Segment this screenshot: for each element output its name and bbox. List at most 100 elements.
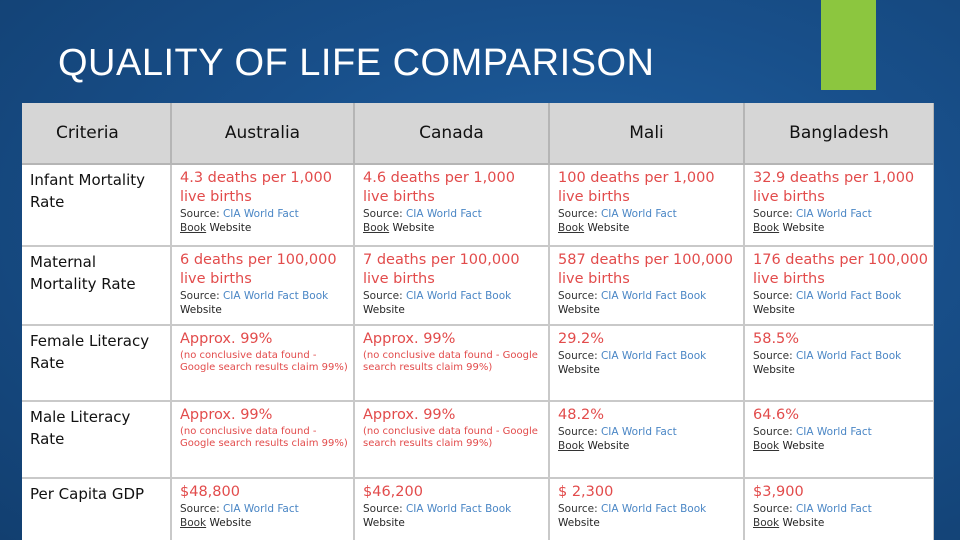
source-suffix: Website (209, 222, 252, 234)
value-cell-australia: 6 deaths per 100,000 live births Source: … (171, 246, 355, 326)
source-link-book[interactable]: Book (753, 222, 780, 234)
value-cell-canada: 4.6 deaths per 1,000 live births Source: … (354, 164, 550, 247)
value-text: Approx. 99% (180, 407, 273, 423)
source-suffix: Website (558, 304, 600, 316)
source-suffix: Website (587, 440, 630, 452)
source-citation: Source: CIA World Fact Book Website (558, 349, 739, 377)
source-link[interactable]: CIA World Fact (600, 426, 677, 438)
value-text: 176 deaths per 100,000 live births (753, 252, 928, 287)
source-citation: Source: CIA World Fact Book Website (753, 207, 929, 235)
source-label: Source: (753, 208, 793, 220)
table-row: Per Capita GDP $48,800 Source: CIA World F… (22, 478, 934, 540)
source-label: Source: (180, 503, 220, 515)
value-cell-canada: $46,200 Source: CIA World Fact Book Websit… (354, 478, 550, 540)
source-link[interactable]: CIA World Fact (405, 208, 482, 220)
value-cell-australia: $48,800 Source: CIA World Fact Book Websit… (171, 478, 355, 540)
value-text: 48.2% (558, 407, 605, 423)
source-suffix: Website (587, 222, 630, 234)
source-link[interactable]: CIA World Fact Book (405, 290, 512, 302)
note-text: (no conclusive data found - Google searc… (180, 426, 348, 449)
value-cell-australia: 4.3 deaths per 1,000 live births Source: … (171, 164, 355, 247)
source-link[interactable]: CIA World Fact Book (795, 290, 902, 302)
table-row: Male Literacy Rate Approx. 99% (no conclus… (22, 401, 934, 479)
source-suffix: Website (782, 440, 825, 452)
source-label: Source: (558, 290, 598, 302)
source-link-book[interactable]: Book (753, 517, 780, 529)
note-text: (no conclusive data found - Google searc… (363, 426, 538, 449)
source-link-book[interactable]: Book (363, 222, 390, 234)
header-row: Criteria Australia Canada Mali Banglades… (22, 103, 934, 165)
source-link[interactable]: CIA World Fact Book (795, 350, 902, 362)
criteria-cell: Infant Mortality Rate (22, 164, 172, 247)
source-link[interactable]: CIA World Fact (600, 208, 677, 220)
source-label: Source: (558, 350, 598, 362)
source-link[interactable]: CIA World Fact (795, 503, 872, 515)
source-link-book[interactable]: Book (558, 222, 585, 234)
source-link-book[interactable]: Book (558, 440, 585, 452)
source-link[interactable]: CIA World Fact Book (600, 290, 707, 302)
value-text: 7 deaths per 100,000 live births (363, 252, 520, 287)
value-cell-bangladesh: $3,900 Source: CIA World Fact Book Website (744, 478, 934, 540)
source-link-book[interactable]: Book (753, 440, 780, 452)
source-citation: Source: CIA World Fact Book Website (753, 425, 929, 453)
value-text: Approx. 99% (180, 331, 273, 347)
source-label: Source: (558, 503, 598, 515)
source-link[interactable]: CIA World Fact (795, 208, 872, 220)
value-cell-mali: 587 deaths per 100,000 live births Source… (549, 246, 745, 326)
source-citation: Source: CIA World Fact Book Website (753, 289, 929, 317)
value-text: 587 deaths per 100,000 live births (558, 252, 733, 287)
criteria-cell: Male Literacy Rate (22, 401, 172, 479)
value-cell-canada: Approx. 99% (no conclusive data found - G… (354, 325, 550, 402)
value-text: Approx. 99% (363, 331, 456, 347)
value-cell-canada: 7 deaths per 100,000 live births Source: … (354, 246, 550, 326)
value-text: $46,200 (363, 484, 423, 500)
source-link[interactable]: CIA World Fact Book (600, 350, 707, 362)
source-label: Source: (753, 426, 793, 438)
source-citation: Source: CIA World Fact Book Website (363, 207, 544, 235)
value-text: $48,800 (180, 484, 240, 500)
source-link[interactable]: CIA World Fact Book (405, 503, 512, 515)
source-link[interactable]: CIA World Fact (795, 426, 872, 438)
source-citation: Source: CIA World Fact Book Website (558, 425, 739, 453)
value-cell-bangladesh: 32.9 deaths per 1,000 live births Source:… (744, 164, 934, 247)
source-label: Source: (363, 290, 403, 302)
value-text: 64.6% (753, 407, 800, 423)
source-suffix: Website (558, 517, 600, 529)
source-suffix: Website (180, 304, 222, 316)
source-suffix: Website (209, 517, 252, 529)
comparison-table-container: Criteria Australia Canada Mali Banglades… (22, 103, 934, 540)
value-cell-canada: Approx. 99% (no conclusive data found - G… (354, 401, 550, 479)
source-link[interactable]: CIA World Fact (222, 503, 299, 515)
value-cell-mali: 100 deaths per 1,000 live births Source: … (549, 164, 745, 247)
value-cell-bangladesh: 176 deaths per 100,000 live births Source… (744, 246, 934, 326)
source-label: Source: (558, 426, 598, 438)
table-row: Female Literacy Rate Approx. 99% (no concl… (22, 325, 934, 402)
value-text: Approx. 99% (363, 407, 456, 423)
value-cell-australia: Approx. 99% (no conclusive data found - G… (171, 325, 355, 402)
source-suffix: Website (753, 304, 795, 316)
source-link-book[interactable]: Book (180, 222, 207, 234)
source-link[interactable]: CIA World Fact (222, 208, 299, 220)
slide-title: QUALITY OF LIFE COMPARISON (58, 42, 655, 84)
source-link-book[interactable]: Book (180, 517, 207, 529)
source-suffix: Website (558, 364, 600, 376)
criteria-cell: Per Capita GDP (22, 478, 172, 540)
header-canada: Canada (354, 103, 550, 165)
source-citation: Source: CIA World Fact Book Website (180, 502, 349, 530)
source-link[interactable]: CIA World Fact Book (222, 290, 329, 302)
source-label: Source: (180, 290, 220, 302)
source-label: Source: (363, 503, 403, 515)
source-link[interactable]: CIA World Fact Book (600, 503, 707, 515)
value-cell-australia: Approx. 99% (no conclusive data found - G… (171, 401, 355, 479)
header-mali: Mali (549, 103, 745, 165)
source-suffix: Website (363, 517, 405, 529)
source-citation: Source: CIA World Fact Book Website (180, 289, 349, 317)
source-citation: Source: CIA World Fact Book Website (753, 502, 929, 530)
value-text: 58.5% (753, 331, 800, 347)
value-text: 6 deaths per 100,000 live births (180, 252, 337, 287)
value-cell-mali: 48.2% Source: CIA World Fact Book Website (549, 401, 745, 479)
note-text: (no conclusive data found - Google searc… (180, 350, 348, 373)
source-label: Source: (363, 208, 403, 220)
source-label: Source: (753, 350, 793, 362)
source-label: Source: (753, 503, 793, 515)
